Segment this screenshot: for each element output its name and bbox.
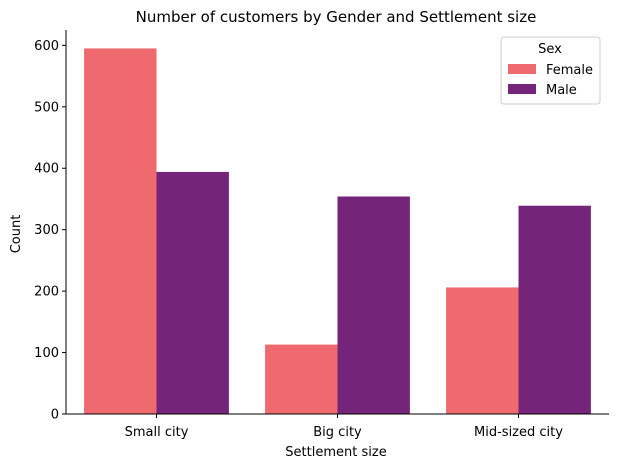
y-tick-label: 0 [51, 408, 59, 423]
legend-swatch-female [508, 64, 536, 74]
x-tick-label: Big city [313, 425, 362, 440]
legend-label-female: Female [546, 63, 593, 78]
y-tick-label: 300 [34, 223, 59, 238]
chart-title: Number of customers by Gender and Settle… [136, 8, 537, 26]
bar-male-small-city [156, 171, 229, 414]
bar-female-big-city [265, 344, 338, 414]
y-tick-label: 500 [34, 100, 59, 115]
legend: Sex Female Male [500, 36, 601, 105]
x-axis-ticks: Small city Big city Mid-sized city [125, 414, 563, 440]
bar-female-mid-sized-city [446, 287, 519, 414]
bar-male-mid-sized-city [518, 205, 591, 414]
x-tick-label: Mid-sized city [474, 425, 563, 440]
y-axis-title: Count [9, 215, 24, 254]
bar-female-small-city [84, 48, 157, 414]
legend-title: Sex [538, 42, 562, 57]
legend-swatch-male [508, 84, 536, 94]
y-tick-label: 400 [34, 162, 59, 177]
legend-label-male: Male [546, 83, 577, 98]
bar-male-big-city [337, 196, 410, 414]
x-tick-label: Small city [125, 425, 189, 440]
bars-group [84, 48, 591, 414]
y-tick-label: 600 [34, 39, 59, 54]
y-axis-ticks: 0 100 200 300 400 500 600 [34, 39, 66, 423]
y-tick-label: 200 [34, 285, 59, 300]
x-axis-title: Settlement size [285, 445, 386, 460]
y-tick-label: 100 [34, 346, 59, 361]
